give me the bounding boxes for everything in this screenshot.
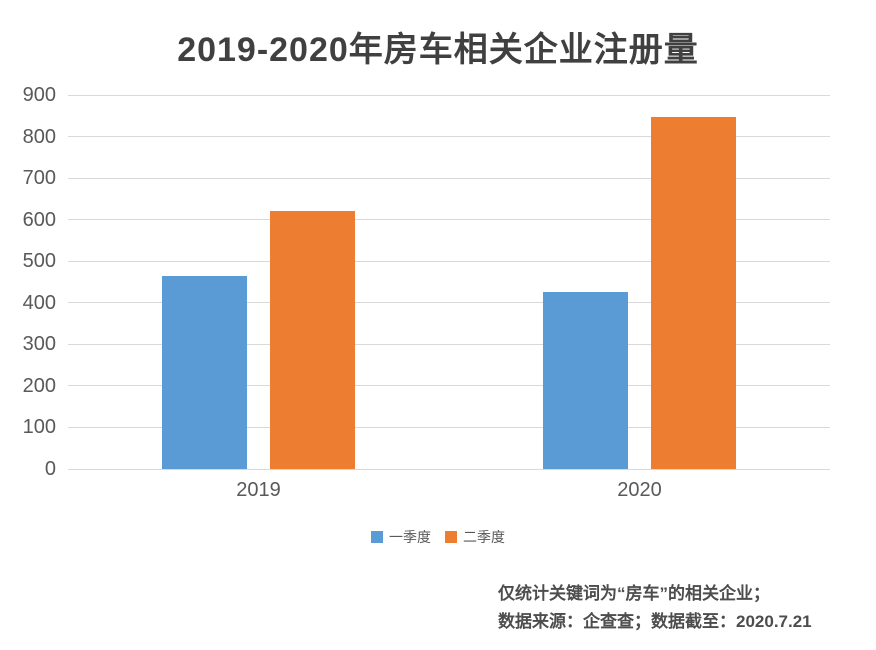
legend-label: 一季度 [389,529,431,545]
bar-2019-series-2 [270,211,355,469]
y-tick-label-300: 300 [22,333,56,356]
footnote-line-2: 数据来源：企查查；数据截至：2020.7.21 [498,612,812,631]
gridline-200 [68,385,830,387]
gridline-800 [68,136,830,138]
gridline-0 [68,468,830,470]
legend-swatch-icon [445,531,457,543]
legend-item-1: 一季度 [371,527,431,547]
chart-legend: 一季度 二季度 [0,527,876,547]
legend-swatch-icon [371,531,383,543]
gridline-300 [68,343,830,345]
gridline-700 [68,177,830,179]
y-tick-label-400: 400 [22,291,56,314]
y-tick-label-100: 100 [22,416,56,439]
gridline-900 [68,94,830,96]
gridline-400 [68,302,830,304]
plot-area [68,94,830,470]
gridline-500 [68,260,830,262]
legend-label: 二季度 [463,529,505,545]
x-axis-label-2019: 2019 [236,479,281,501]
y-tick-label-500: 500 [22,250,56,273]
chart-title: 2019-2020年房车相关企业注册量 [177,31,699,69]
y-tick-label-200: 200 [22,374,56,397]
y-tick-label-700: 700 [22,167,56,190]
y-tick-label-600: 600 [22,208,56,231]
chart-footnote: 仅统计关键词为“房车”的相关企业； 数据来源：企查查；数据截至：2020.7.2… [498,580,812,636]
gridline-600 [68,219,830,221]
bar-2020-series-1 [543,292,628,469]
y-tick-label-0: 0 [44,458,56,480]
footnote-line-1: 仅统计关键词为“房车”的相关企业； [498,584,770,603]
x-axis-label-2020: 2020 [617,479,662,501]
gridline-100 [68,426,830,428]
legend-item-2: 二季度 [445,527,505,547]
y-tick-label-800: 800 [22,125,56,148]
bar-2020-series-2 [651,116,736,469]
y-tick-label-900: 900 [22,84,56,106]
bar-2019-series-1 [162,275,247,469]
